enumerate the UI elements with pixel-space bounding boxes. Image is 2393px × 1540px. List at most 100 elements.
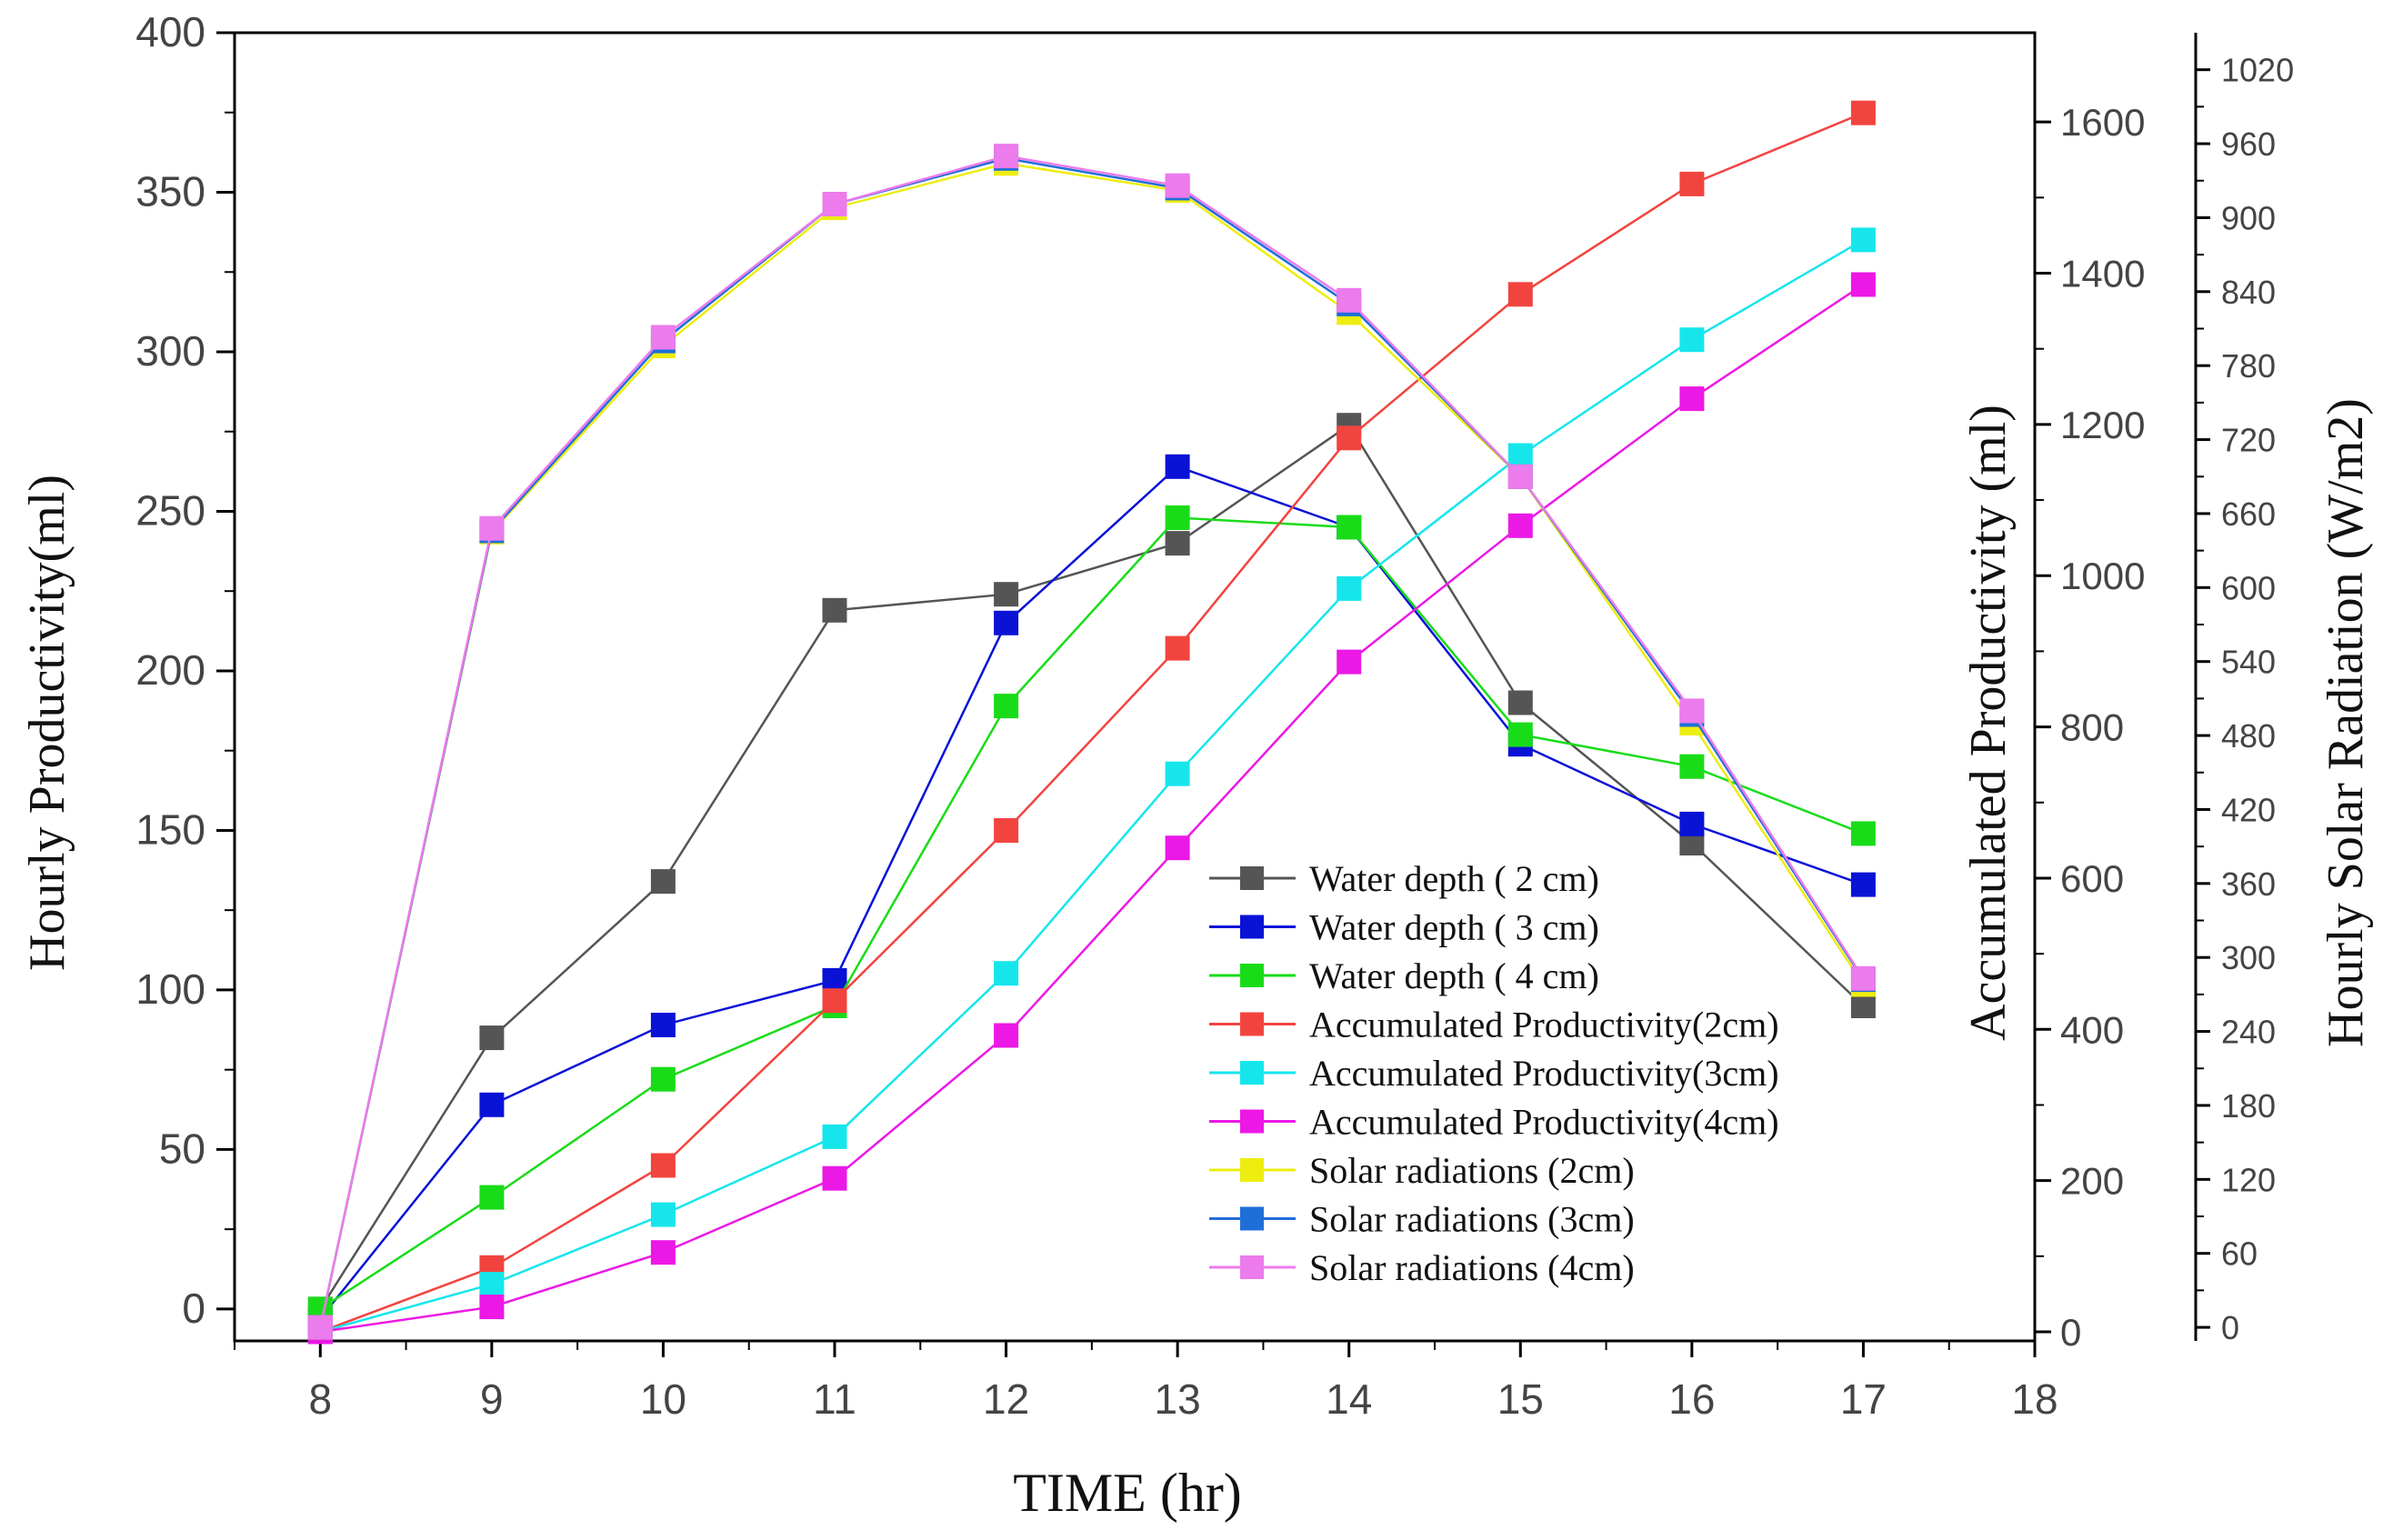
series-point — [1165, 531, 1190, 556]
y-right-solar-tick-label: 900 — [2221, 199, 2276, 236]
y-left-tick-label: 350 — [135, 167, 205, 215]
legend-label: Solar radiations (4cm) — [1309, 1247, 1635, 1288]
y-left-tick-label: 400 — [135, 8, 205, 55]
series-8 — [307, 145, 1876, 1340]
series-point — [479, 1092, 505, 1117]
legend-swatch-marker — [1240, 1158, 1264, 1182]
y-right-solar-tick-label: 600 — [2221, 569, 2276, 606]
legend-swatch-marker — [1240, 1109, 1264, 1134]
y-left-tick-label: 150 — [135, 805, 205, 853]
y-right-solar-tick-label: 1020 — [2221, 52, 2294, 89]
series-point — [994, 1023, 1019, 1048]
series-point — [1679, 811, 1705, 836]
x-tick-label: 14 — [1326, 1375, 1372, 1423]
series-point — [1165, 173, 1190, 198]
series-point — [1850, 100, 1876, 125]
series-point — [479, 515, 505, 541]
y-right-solar-tick-label: 840 — [2221, 274, 2276, 311]
series-line — [319, 516, 1864, 1310]
plot-border — [233, 31, 2037, 1343]
y-axis-right-solar-title: Hourly Solar Radiation (W/m2) — [2318, 398, 2374, 1047]
y-right-solar-tick-label: 780 — [2221, 347, 2276, 385]
y-axis-right-accumulated-title: Accumulated Productivity (ml) — [1960, 405, 2017, 1041]
legend-swatch-marker — [1240, 866, 1264, 890]
y-right-solar-tick-label: 240 — [2221, 1014, 2276, 1051]
y-right-solar-tick-label: 420 — [2221, 791, 2276, 828]
legend-item: Solar radiations (4cm) — [1209, 1247, 1635, 1288]
y-right-solar-tick-label: 120 — [2221, 1161, 2276, 1198]
series-point — [822, 1124, 847, 1149]
y-axis-right-solar: 0 60 120 180 240 300 360 420 480 540 600 660 720 780 8… — [2194, 33, 2294, 1346]
series-point — [650, 1153, 676, 1178]
legend-label: Water depth ( 2 cm) — [1309, 858, 1599, 899]
y-left-tick-label: 100 — [135, 965, 205, 1013]
series-point — [822, 988, 847, 1014]
y-axis-left: 0 50 100 150 200 250 300 350 400 — [135, 8, 235, 1332]
series-point — [1337, 575, 1362, 601]
y-right-accumulated-tick-label: 1600 — [2060, 101, 2145, 144]
series-point — [650, 325, 676, 350]
legend-swatch-marker — [1240, 1255, 1264, 1279]
series-point — [1679, 327, 1705, 353]
series-point — [1679, 698, 1705, 724]
y-right-accumulated-tick-label: 800 — [2060, 706, 2124, 749]
series-point — [1507, 464, 1533, 489]
series-point — [1850, 227, 1876, 253]
series-line — [319, 162, 1865, 1328]
series-point — [1337, 515, 1362, 540]
series-point — [1165, 505, 1190, 530]
series-point — [822, 597, 847, 623]
series-1 — [307, 413, 1876, 1322]
series-point — [1337, 649, 1362, 675]
legend-item: Solar radiations (3cm) — [1209, 1199, 1635, 1240]
y-right-solar-tick-label: 0 — [2221, 1309, 2239, 1346]
series-line — [319, 112, 1864, 1334]
series-point — [994, 818, 1019, 843]
legend-item: Water depth ( 3 cm) — [1209, 907, 1599, 948]
legend-item: Accumulated Productivity(4cm) — [1209, 1102, 1779, 1143]
y-right-accumulated-tick-label: 1000 — [2060, 555, 2145, 597]
series-point — [822, 1165, 847, 1191]
y-left-tick-label: 300 — [135, 327, 205, 375]
series-point — [1679, 386, 1705, 412]
series-point — [1165, 454, 1190, 479]
series-point — [479, 1295, 505, 1320]
y-right-solar-tick-label: 300 — [2221, 939, 2276, 976]
y-right-accumulated-tick-label: 1400 — [2060, 253, 2145, 295]
series-point — [1850, 994, 1876, 1018]
y-axis-right-accumulated: 0 200 400 600 800 1000 1200 1400 1600 — [2035, 101, 2145, 1354]
series-point — [1507, 282, 1533, 307]
series-point — [1507, 722, 1533, 747]
series-5 — [307, 227, 1876, 1345]
x-tick-label: 12 — [983, 1375, 1029, 1423]
x-axis-title: TIME (hr) — [1013, 1463, 1242, 1523]
legend-item: Solar radiations (2cm) — [1209, 1150, 1635, 1191]
series-point — [479, 1185, 505, 1210]
series-point — [1850, 821, 1876, 846]
series-point — [650, 1202, 676, 1227]
x-tick-label: 10 — [640, 1375, 686, 1423]
y-right-solar-tick-label: 180 — [2221, 1087, 2276, 1125]
series-3 — [307, 505, 1876, 1322]
y-left-tick-label: 50 — [159, 1125, 205, 1172]
y-right-solar-tick-label: 720 — [2221, 422, 2276, 459]
y-right-solar-tick-label: 660 — [2221, 495, 2276, 533]
y-right-solar-tick-label: 360 — [2221, 865, 2276, 903]
y-right-accumulated-tick-label: 400 — [2060, 1008, 2124, 1051]
y-right-solar-tick-label: 480 — [2221, 717, 2276, 755]
x-tick-label: 17 — [1840, 1375, 1887, 1423]
series-point — [307, 1315, 333, 1340]
y-right-accumulated-tick-label: 600 — [2060, 857, 2124, 900]
series-line — [319, 465, 1864, 1320]
legend-item: Water depth ( 2 cm) — [1209, 858, 1599, 899]
y-left-tick-label: 250 — [135, 486, 205, 534]
legend-label: Accumulated Productivity(4cm) — [1309, 1102, 1779, 1143]
legend-swatch-marker — [1240, 964, 1264, 987]
y-right-accumulated-tick-label: 0 — [2060, 1311, 2081, 1354]
series-layer — [307, 100, 1876, 1345]
y-right-solar-tick-label: 60 — [2221, 1235, 2258, 1273]
legend-item: Accumulated Productivity(3cm) — [1209, 1053, 1779, 1094]
y-right-solar-tick-label: 960 — [2221, 125, 2276, 163]
series-point — [1337, 425, 1362, 451]
